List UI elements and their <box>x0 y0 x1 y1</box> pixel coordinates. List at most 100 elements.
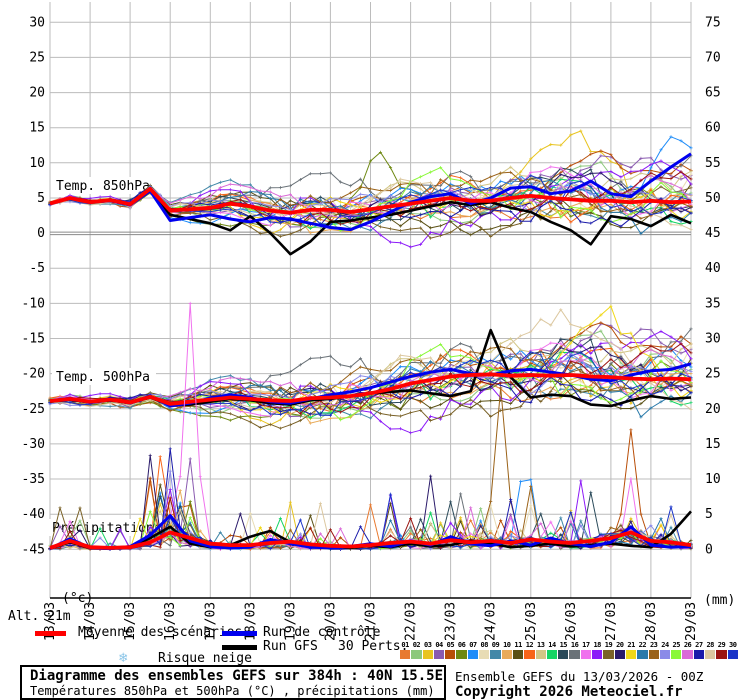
pert-09: 09 <box>490 641 501 659</box>
pert-number: 05 <box>446 641 455 649</box>
pert-number: 15 <box>559 641 568 649</box>
pert-swatch <box>467 650 479 659</box>
pert-01: 01 <box>400 641 411 659</box>
date-label: 27/03 <box>604 602 619 641</box>
pert-swatch <box>580 650 592 659</box>
pert-number: 23 <box>649 641 658 649</box>
pert-swatch <box>400 650 411 659</box>
pert-number: 08 <box>480 641 489 649</box>
pert-08: 08 <box>479 641 490 659</box>
chart-subtitle: Températures 850hPa et 500hPa (°C) , pré… <box>30 684 435 698</box>
pert-swatch <box>411 650 422 659</box>
snowflake-icon: ❄ <box>119 650 128 666</box>
legend-gfs-label: Run GFS <box>263 639 318 654</box>
date-label: 26/03 <box>564 602 579 641</box>
pert-14: 14 <box>546 641 558 659</box>
pert-29: 29 <box>716 641 727 659</box>
svg-text:55: 55 <box>705 156 721 171</box>
pert-number: 26 <box>683 641 692 649</box>
legend-control-swatch <box>222 631 257 636</box>
pert-swatch <box>569 650 580 659</box>
pert-number: 07 <box>469 641 477 649</box>
pert-20: 20 <box>614 641 625 659</box>
svg-text:10: 10 <box>29 156 45 171</box>
svg-text:5: 5 <box>705 507 713 522</box>
series-precip <box>48 301 693 551</box>
svg-text:20: 20 <box>705 402 721 417</box>
pert-19: 19 <box>603 641 614 659</box>
pert-number: 29 <box>717 641 726 649</box>
pert-13: 13 <box>535 641 546 659</box>
pert-number: 18 <box>593 641 601 649</box>
title-box: Diagramme des ensembles GEFS sur 384h : … <box>20 665 446 700</box>
pert-24: 24 <box>659 641 671 659</box>
mean-line <box>49 530 692 550</box>
svg-text:Temp. 500hPa: Temp. 500hPa <box>56 370 150 385</box>
chart-title: Diagramme des ensembles GEFS sur 384h : … <box>30 668 444 684</box>
date-label: 22/03 <box>404 602 419 641</box>
svg-text:-15: -15 <box>22 332 45 347</box>
pert-16: 16 <box>569 641 580 659</box>
pert-swatch <box>445 650 456 659</box>
svg-text:45: 45 <box>705 226 721 241</box>
pert-number: 16 <box>570 641 579 649</box>
pert-number: 13 <box>536 641 545 649</box>
pert-number: 22 <box>638 641 647 649</box>
ensemble-chart: Temp. 850hPa Temp. 500hPa Précipitations 30… <box>22 2 721 641</box>
svg-text:-5: -5 <box>29 261 45 276</box>
pert-swatch <box>603 650 614 659</box>
pert-number: 09 <box>491 641 500 649</box>
pert-number: 17 <box>582 641 590 649</box>
pert-number: 06 <box>457 641 466 649</box>
svg-text:0: 0 <box>705 542 713 557</box>
mean-line <box>49 186 692 215</box>
pert-number: 25 <box>672 641 681 649</box>
svg-text:20: 20 <box>29 86 45 101</box>
date-label: 21/03 <box>364 602 379 641</box>
pert-swatch <box>705 650 716 659</box>
pert-swatch <box>456 650 467 659</box>
pert-swatch <box>422 650 433 659</box>
svg-text:60: 60 <box>705 121 721 136</box>
svg-text:25: 25 <box>705 367 721 382</box>
pert-11: 11 <box>512 641 524 659</box>
pert-26: 26 <box>682 641 693 659</box>
control-line <box>49 152 692 232</box>
pert-swatch <box>558 650 569 659</box>
run-info: Ensemble GEFS du 13/03/2026 - 00Z <box>455 669 704 684</box>
pert-28: 28 <box>705 641 716 659</box>
svg-text:10: 10 <box>705 472 721 487</box>
svg-text:50: 50 <box>705 191 721 206</box>
legend-mean-swatch <box>35 631 66 636</box>
pert-swatch <box>614 650 625 659</box>
right-axis-unit: (mm) <box>704 593 736 608</box>
pert-30: 30 <box>727 641 738 659</box>
date-label: 25/03 <box>524 602 539 641</box>
svg-text:-10: -10 <box>22 296 45 311</box>
svg-text:15: 15 <box>29 121 45 136</box>
pert-swatch <box>535 650 546 659</box>
svg-text:-30: -30 <box>22 437 45 452</box>
svg-text:Précipitations: Précipitations <box>52 521 162 536</box>
pert-17: 17 <box>580 641 592 659</box>
altitude-label: Alt. 21m <box>8 609 71 624</box>
pert-21: 21 <box>625 641 637 659</box>
pert-number: 19 <box>604 641 613 649</box>
pert-number: 30 <box>729 641 737 649</box>
svg-text:-35: -35 <box>22 472 45 487</box>
svg-text:65: 65 <box>705 86 721 101</box>
date-label: 20/03 <box>323 602 338 641</box>
pert-18: 18 <box>592 641 603 659</box>
date-label: 19/03 <box>283 602 298 641</box>
pert-swatch <box>727 650 738 659</box>
svg-text:30: 30 <box>705 332 721 347</box>
pert-swatch <box>625 650 637 659</box>
svg-text:-25: -25 <box>22 402 45 417</box>
pert-number: 12 <box>525 641 534 649</box>
pert-number: 14 <box>548 641 556 649</box>
panel-labels: Temp. 850hPa Temp. 500hPa Précipitations <box>48 177 168 536</box>
pert-04: 04 <box>433 641 445 659</box>
date-label: 14/03 <box>83 602 98 641</box>
pert-number: 21 <box>627 641 635 649</box>
pert-05: 05 <box>445 641 456 659</box>
